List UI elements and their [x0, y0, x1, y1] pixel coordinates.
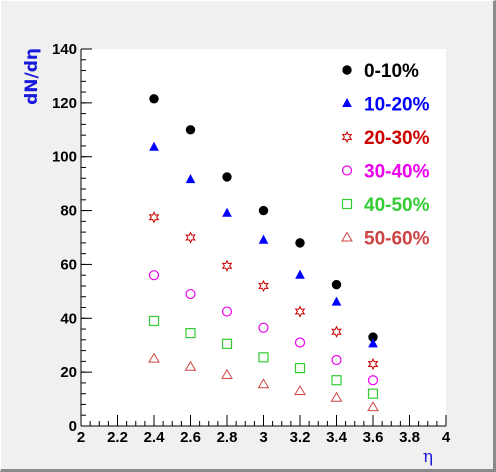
- x-tick-label: 3.6: [363, 429, 384, 446]
- data-point: [221, 259, 233, 272]
- data-point: [367, 401, 379, 412]
- y-tick-label: 140: [52, 41, 77, 58]
- y-tick-label: 60: [60, 256, 77, 273]
- series-20-30%: [148, 211, 379, 371]
- data-point: [148, 352, 160, 363]
- series-30-40%: [148, 270, 379, 386]
- data-point: [185, 327, 196, 339]
- data-point: [294, 363, 306, 374]
- x-axis-title: η: [423, 447, 433, 467]
- x-tick-label: 3: [259, 429, 267, 446]
- y-tick-label: 20: [60, 364, 77, 381]
- data-point: [258, 322, 269, 333]
- y-axis-title: dN/dη: [22, 48, 42, 105]
- x-tick-label: 2: [77, 429, 85, 446]
- x-tick-label: 3.4: [326, 429, 348, 446]
- data-point: [331, 325, 342, 338]
- y-tick-label: 100: [52, 149, 77, 166]
- legend: 0-10% 10-20% 20-30% 30-40% 40-50% 50-60%: [341, 61, 430, 250]
- data-point: [222, 172, 232, 182]
- data-point: [367, 388, 379, 399]
- data-point: [149, 94, 159, 104]
- x-tick-label: 2.2: [107, 429, 128, 446]
- x-tick-label: 4: [442, 429, 451, 446]
- legend-label: 50-60%: [364, 229, 430, 250]
- data-point: [330, 391, 343, 402]
- markers: [148, 94, 379, 412]
- data-point: [222, 207, 232, 217]
- legend-label: 0-10%: [364, 61, 419, 82]
- data-point: [221, 338, 233, 349]
- legend-marker: [341, 165, 353, 176]
- x-tick-label: 2.4: [144, 429, 166, 446]
- data-point: [331, 354, 342, 366]
- y-tick-label: 40: [60, 310, 77, 327]
- data-point: [295, 269, 305, 279]
- data-point: [185, 231, 196, 244]
- series-0-10%: [149, 94, 378, 342]
- data-point: [257, 378, 270, 389]
- data-point: [294, 305, 306, 318]
- series-10-20%: [149, 141, 378, 348]
- data-point: [368, 338, 378, 348]
- legend-label: 30-40%: [364, 162, 430, 183]
- series-40-50%: [148, 315, 379, 399]
- y-tick-label: 80: [60, 203, 77, 220]
- data-point: [149, 141, 159, 151]
- legend-marker: [342, 65, 352, 75]
- data-point: [185, 125, 196, 135]
- data-point: [295, 238, 305, 248]
- data-point: [294, 385, 306, 395]
- y-tick-label: 0: [69, 418, 77, 435]
- data-point: [258, 279, 269, 293]
- x-tick-label: 2.8: [217, 429, 238, 446]
- data-point: [331, 375, 342, 386]
- y-tick-label: 120: [52, 95, 77, 112]
- data-point: [184, 360, 197, 371]
- series-50-60%: [148, 352, 379, 412]
- legend-marker: [342, 97, 352, 107]
- data-point: [258, 205, 269, 216]
- data-point: [367, 375, 379, 386]
- data-point: [331, 279, 342, 290]
- ticks: 2 2.2 2.4 2.6 2.8 3 3.2 3.4 3.6 3.8 40204060801001…: [52, 41, 451, 446]
- x-tick-label: 3.8: [399, 429, 420, 446]
- data-point: [331, 296, 342, 306]
- data-point: [185, 174, 196, 184]
- data-point: [221, 368, 233, 379]
- legend-marker: [341, 231, 353, 242]
- x-tick-label: 3.2: [290, 429, 311, 446]
- legend-marker: [341, 130, 353, 144]
- data-point: [367, 357, 379, 371]
- data-point: [294, 337, 306, 348]
- data-point: [221, 306, 233, 317]
- legend-label: 20-30%: [364, 128, 430, 149]
- data-point: [148, 315, 160, 327]
- data-point: [185, 288, 196, 300]
- data-point: [148, 270, 160, 281]
- legend-label: 10-20%: [364, 95, 430, 116]
- x-tick-label: 2.6: [180, 429, 201, 446]
- data-point: [258, 352, 269, 363]
- data-point: [258, 234, 269, 244]
- legend-marker: [341, 198, 353, 210]
- data-point: [148, 211, 160, 224]
- legend-label: 40-50%: [364, 195, 430, 216]
